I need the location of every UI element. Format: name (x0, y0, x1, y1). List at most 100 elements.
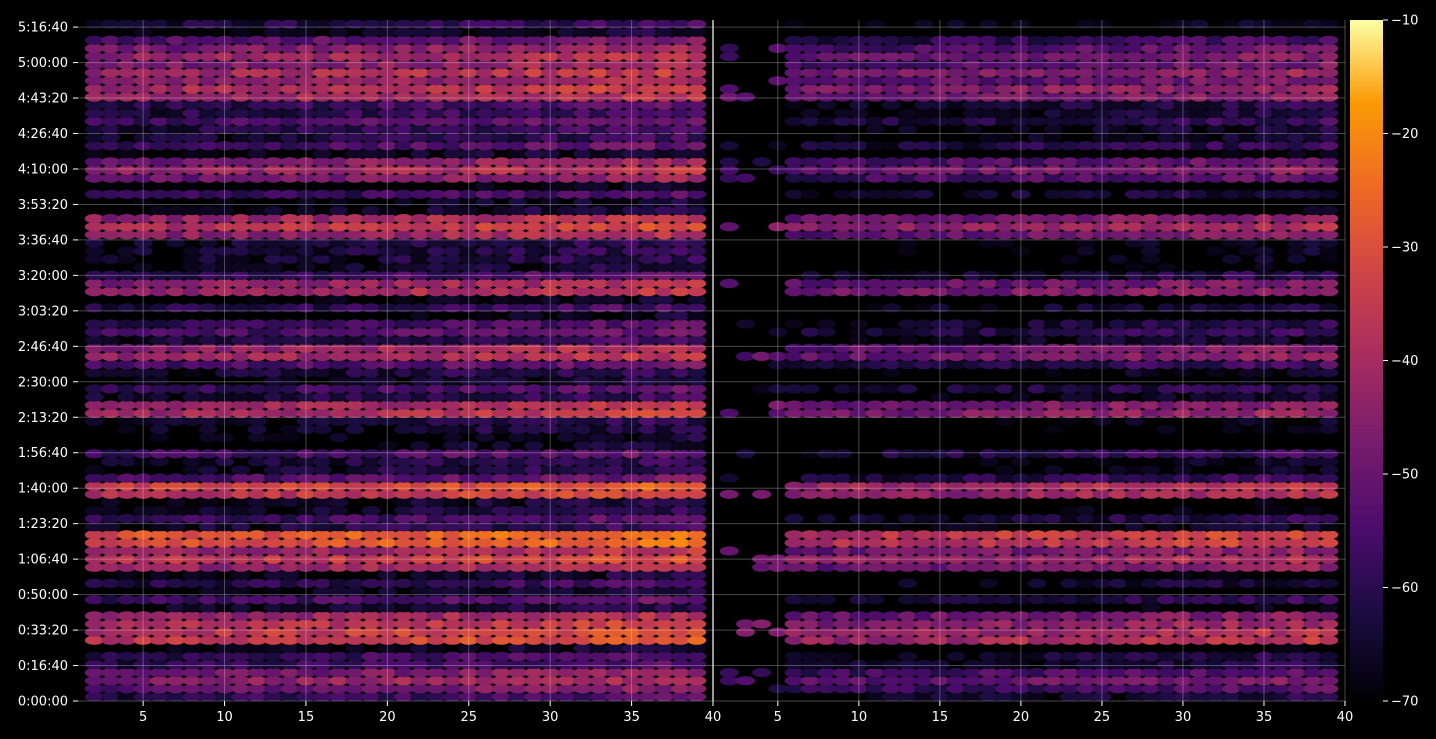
heatmap-cell (573, 116, 593, 126)
heatmap-cell (426, 408, 446, 418)
heatmap-cell (524, 311, 544, 321)
heatmap-cell (540, 611, 560, 621)
heatmap-cell (1011, 457, 1031, 467)
heatmap-cell (394, 668, 414, 678)
heatmap-cell (491, 530, 511, 540)
heatmap-cell (215, 287, 234, 297)
colorbar-tick-label: −70 (1391, 695, 1418, 710)
heatmap-cell (198, 481, 218, 491)
heatmap-cell (914, 108, 934, 118)
heatmap-cell (149, 20, 169, 29)
heatmap-cell (784, 116, 804, 126)
heatmap-cell (557, 51, 576, 62)
heatmap-cell (849, 351, 869, 361)
heatmap-cell (1124, 530, 1144, 540)
heatmap-cell (1108, 611, 1128, 621)
heatmap-cell (1141, 343, 1160, 353)
heatmap-cell (443, 692, 462, 701)
heatmap-cell (573, 262, 593, 272)
heatmap-cell (1108, 108, 1128, 118)
heatmap-cell (833, 351, 853, 361)
heatmap-cell (247, 108, 267, 118)
heatmap-cell (117, 595, 137, 605)
heatmap-cell (1303, 449, 1323, 459)
heatmap-cell (443, 343, 462, 353)
heatmap-cell (361, 238, 381, 248)
heatmap-cell (800, 287, 820, 297)
heatmap-cell (784, 343, 804, 353)
heatmap-cell (1303, 335, 1323, 345)
heatmap-cell (557, 327, 576, 337)
heatmap-cell (735, 319, 755, 329)
heatmap-cell (800, 68, 820, 78)
heatmap-cell (410, 595, 430, 605)
heatmap-cell (1205, 76, 1225, 86)
heatmap-cell (394, 522, 414, 532)
heatmap-cell (540, 668, 560, 678)
heatmap-cell (166, 651, 186, 662)
heatmap-cell (263, 538, 283, 548)
heatmap-cell (410, 578, 430, 589)
heatmap-cell (394, 197, 414, 207)
heatmap-cell (101, 408, 121, 418)
heatmap-cell (605, 205, 625, 216)
heatmap-cell (1157, 173, 1177, 183)
heatmap-cell (1173, 270, 1193, 280)
heatmap-cell (508, 449, 528, 459)
heatmap-cell (231, 538, 251, 548)
heatmap-cell (1270, 20, 1290, 29)
heatmap-cell (426, 246, 446, 256)
heatmap-cell (638, 489, 658, 499)
heatmap-cell (962, 35, 982, 45)
heatmap-cell (1108, 116, 1128, 126)
heatmap-cell (670, 149, 690, 159)
heatmap-cell (410, 108, 430, 118)
heatmap-cell (1092, 173, 1112, 183)
heatmap-cell (589, 43, 609, 54)
heatmap-cell (670, 20, 690, 29)
heatmap-cell (524, 562, 544, 572)
heatmap-cell (1141, 246, 1160, 256)
heatmap-cell (654, 262, 674, 272)
heatmap-cell (1319, 43, 1339, 54)
heatmap-cell (800, 343, 820, 353)
heatmap-cell (1189, 611, 1209, 621)
heatmap-cell (881, 157, 901, 167)
heatmap-cell (638, 295, 658, 305)
heatmap-cell (361, 473, 381, 483)
heatmap-cell (1189, 554, 1209, 564)
heatmap-cell (263, 668, 283, 678)
heatmap-cell (280, 141, 300, 151)
heatmap-cell (263, 100, 283, 110)
heatmap-cell (962, 692, 982, 701)
heatmap-cell (1124, 108, 1144, 118)
heatmap-cell (508, 562, 528, 572)
heatmap-cell (296, 554, 316, 564)
heatmap-cell (426, 303, 446, 313)
heatmap-cell (524, 538, 544, 548)
heatmap-cell (1027, 335, 1047, 345)
heatmap-cell (133, 27, 153, 37)
heatmap-cell (1157, 522, 1177, 532)
heatmap-cell (687, 189, 707, 199)
heatmap-cell (508, 587, 528, 597)
heatmap-cell (800, 165, 820, 175)
heatmap-cell (84, 651, 104, 662)
heatmap-cell (1205, 51, 1225, 62)
heatmap-cell (1286, 100, 1306, 110)
heatmap-cell (833, 546, 853, 556)
heatmap-cell (962, 562, 982, 572)
heatmap-cell (345, 270, 365, 280)
heatmap-cell (101, 141, 121, 151)
heatmap-cell (930, 141, 950, 151)
heatmap-cell (280, 368, 300, 378)
heatmap-cell (101, 165, 121, 175)
heatmap-cell (1189, 100, 1209, 110)
heatmap-cell (215, 51, 234, 62)
heatmap-cell (930, 319, 950, 329)
heatmap-cell (898, 173, 917, 183)
heatmap-cell (296, 141, 316, 151)
heatmap-cell (280, 408, 300, 418)
heatmap-cell (1254, 76, 1274, 86)
